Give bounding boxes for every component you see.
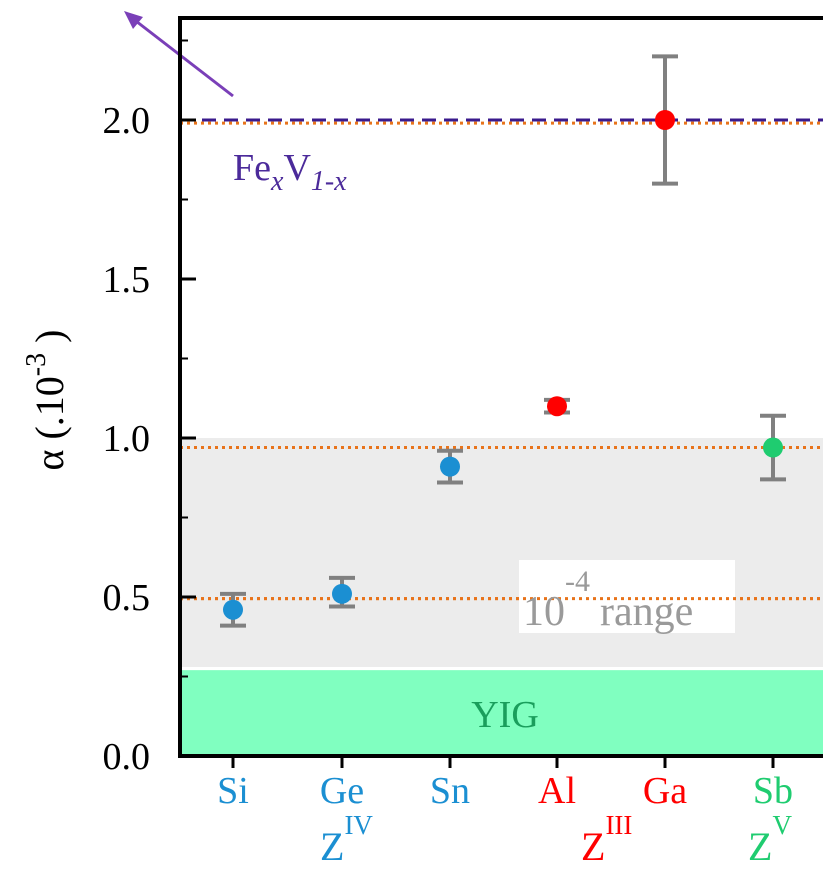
y-axis-label: α (.10-3 ) <box>21 330 72 471</box>
y-axis-title: α (.10-3 ) <box>21 330 72 471</box>
yig-label: YIG <box>471 694 539 736</box>
x-tick-label-al: Al <box>538 770 576 812</box>
x-tick-label-si: Si <box>217 770 249 812</box>
x-tick-label-ga: Ga <box>643 770 687 812</box>
y-tick-labels: 0.0 0.5 1.0 1.5 2.0 <box>103 100 151 778</box>
group-label-iv: ZIV <box>320 810 373 869</box>
y-tick-label: 0.0 <box>103 736 151 778</box>
y-tick-label: 1.5 <box>103 259 151 301</box>
x-tick-label-ge: Ge <box>320 770 364 812</box>
fe-v-label: FexV1-x <box>233 147 347 197</box>
group-label-v: ZV <box>748 810 792 869</box>
group-labels: ZIV ZIII ZV <box>320 810 792 869</box>
y-tick-label: 2.0 <box>103 100 151 142</box>
band-0 <box>180 670 823 756</box>
arrow-shaft <box>131 16 234 98</box>
point-al <box>547 396 567 417</box>
point-ge <box>332 583 352 604</box>
x-tick-labels: Si Ge Sn Al Ga Sb <box>217 770 793 812</box>
x-tick-label-sn: Sn <box>430 770 470 812</box>
fe-v-annotation: FexV1-x <box>124 11 347 197</box>
x-tick-label-sb: Sb <box>753 770 793 812</box>
point-sb <box>763 437 783 458</box>
axes <box>178 16 823 768</box>
range-label: 10-4range <box>523 565 693 635</box>
group-label-iii: ZIII <box>581 810 632 869</box>
data-points <box>223 110 783 620</box>
range-label-box <box>519 560 735 633</box>
arrow-head <box>124 11 143 29</box>
point-sn <box>440 456 460 477</box>
point-si <box>223 599 243 620</box>
point-ga <box>655 110 675 130</box>
y-tick-label: 0.5 <box>103 577 151 619</box>
y-tick-label: 1.0 <box>103 418 151 460</box>
band-labels: YIG 10-4range <box>180 560 823 736</box>
